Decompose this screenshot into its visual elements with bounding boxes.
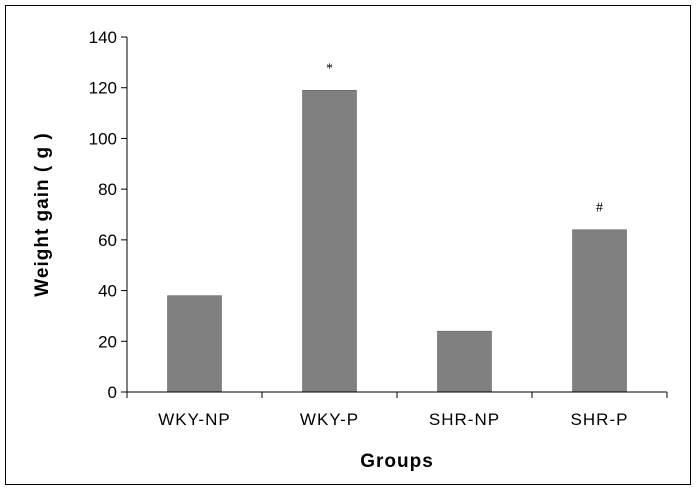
x-tick-label: SHR-P [571, 410, 629, 429]
bar-shr-np [437, 330, 492, 393]
y-tick-label: 100 [89, 129, 117, 148]
bar-wky-np [167, 295, 222, 393]
bar-annotation: * [326, 61, 333, 76]
y-tick-label: 60 [98, 231, 117, 250]
y-tick-label: 120 [89, 79, 117, 98]
y-tick-label: 80 [98, 180, 117, 199]
y-axis-ticks: 0 20 40 60 80 100 120 140 [89, 28, 127, 402]
y-tick-label: 0 [108, 383, 117, 402]
bar-annotation: # [596, 201, 603, 216]
y-tick-label: 20 [98, 332, 117, 351]
bar-shr-p [572, 229, 627, 393]
bar-wky-p [302, 90, 357, 393]
x-tick-label: SHR-NP [429, 410, 500, 429]
y-axis-title: Weight gain ( g ) [32, 132, 53, 296]
bars [167, 90, 627, 393]
x-axis-title: Groups [360, 451, 434, 472]
y-tick-label: 40 [98, 282, 117, 301]
x-tick-label: WKY-P [300, 410, 359, 429]
y-tick-label: 140 [89, 28, 117, 47]
x-axis-ticks: WKY-NP WKY-P SHR-NP SHR-P [126, 392, 668, 429]
bar-annotations: *# [326, 61, 603, 215]
x-tick-label: WKY-NP [158, 410, 230, 429]
